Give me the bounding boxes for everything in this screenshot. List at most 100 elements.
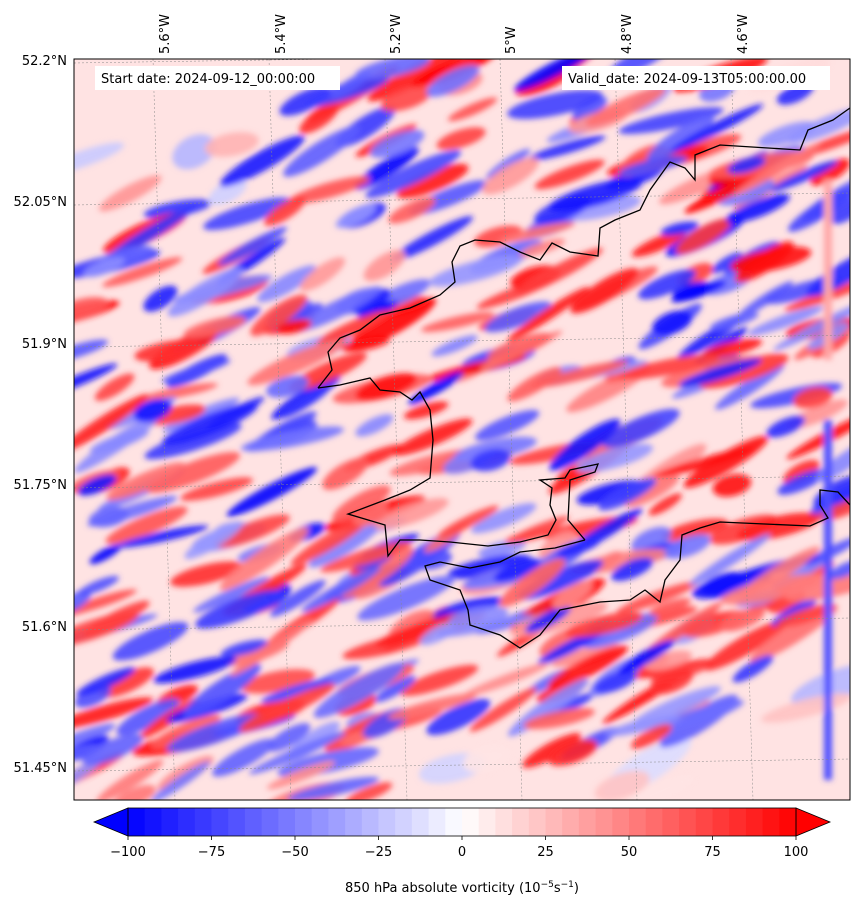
vorticity-blob [287,776,380,800]
colorbar-tick-label: 0 [458,845,466,860]
vorticity-blob [396,163,469,199]
vorticity-blob [649,598,692,616]
vorticity-blob [399,664,479,696]
lat-tick-label: 51.75°N [14,478,67,493]
vorticity-blob [313,662,405,718]
vorticity-blob [572,96,608,121]
vorticity-blob [437,505,499,538]
vorticity-blob [766,415,806,438]
colorbar-label-end: ) [574,881,579,896]
map-area [74,59,850,800]
vorticity-blob [193,576,270,613]
colorbar-block [445,808,463,836]
vorticity-blob [374,675,416,703]
colorbar-block [695,808,714,836]
lat-tick-label: 52.05°N [14,195,67,210]
vorticity-blob [515,72,568,96]
vorticity-blob [369,129,425,158]
colorbar-block [211,808,229,836]
vorticity-blob [631,686,721,727]
vorticity-blob [582,613,658,649]
lon-tick-label: 5.2°W [389,14,404,54]
vorticity-blob [82,733,143,766]
colorbar-block [729,808,747,836]
colorbar-block [328,808,346,836]
vorticity-blob [76,667,136,696]
gridline-lat [74,475,850,489]
vorticity-blob [652,310,693,336]
vorticity-blob [720,573,825,605]
vorticity-blob [170,561,243,587]
vorticity-blob [757,121,816,147]
vorticity-blob [528,135,606,161]
colorbar-block [645,808,663,836]
vorticity-blob [594,770,650,800]
vorticity-blob [89,543,122,565]
gridline-lat [74,192,850,206]
vorticity-blob [83,600,150,637]
vorticity-blob [74,412,163,473]
vorticity-blob [715,363,785,410]
colorbar-block [161,808,179,836]
colorbar-block [762,808,780,836]
vorticity-blob [793,387,833,409]
vorticity-blob [564,611,643,638]
vorticity-blob [631,724,672,750]
vorticity-blob [391,216,474,262]
vorticity-blob [105,205,196,261]
vorticity-blob [684,165,775,214]
colorbar-label-exp1: −5 [541,880,554,890]
vorticity-blob [248,731,346,775]
colorbar-tick-label: −25 [365,845,392,860]
vorticity-blob [322,457,368,490]
vorticity-blob [828,559,850,580]
vorticity-blob [74,339,109,364]
vorticity-blob [556,538,601,558]
vorticity-blob [463,745,510,773]
vorticity-blob [316,310,390,346]
vorticity-blob [426,698,491,736]
vorticity-blob [552,580,592,610]
coastline-north [317,107,850,389]
vorticity-blob [411,59,497,89]
vorticity-blob [548,178,643,212]
colorbar-block [278,808,296,836]
vorticity-blob [650,668,694,695]
vorticity-blob [380,86,432,112]
colorbar-ticks: −100 −75 −50 −25 0 25 50 75 100 [110,836,808,860]
vorticity-blob [593,670,637,694]
vorticity-blob [74,723,116,759]
colorbar-tick-label: 100 [784,845,809,860]
vorticity-blob [105,506,188,545]
vorticity-blob [421,311,495,333]
vorticity-blob [290,516,370,566]
vorticity-blob [478,539,526,558]
colorbar-label-main: 850 hPa absolute vorticity (10 [345,881,541,896]
vorticity-blob [144,422,242,460]
colorbar-block [745,808,764,836]
vorticity-blob [785,571,850,602]
colorbar-block [495,808,513,836]
colorbar-block [779,808,797,836]
vorticity-blob [207,396,265,429]
vorticity-blob [824,180,832,360]
vorticity-field [74,59,850,800]
colorbar-block [311,808,329,836]
vorticity-blob [74,685,111,708]
lat-tick-label: 52.2°N [22,54,67,69]
vorticity-blob [363,249,406,282]
vorticity-blob [824,420,832,780]
vorticity-blob [403,401,449,420]
colorbar-block [545,808,563,836]
vorticity-blob [652,447,755,478]
vorticity-blob [776,603,836,628]
gridline-lat [74,617,850,631]
vorticity-blob [431,335,478,357]
colorbar-tick-label: 75 [704,845,721,860]
vorticity-blob [340,337,390,352]
vorticity-blob [275,319,312,335]
vorticity-blob [102,257,183,288]
lon-tick-label: 5.4°W [274,14,289,54]
vorticity-blob [773,300,850,351]
vorticity-blob [115,525,209,548]
